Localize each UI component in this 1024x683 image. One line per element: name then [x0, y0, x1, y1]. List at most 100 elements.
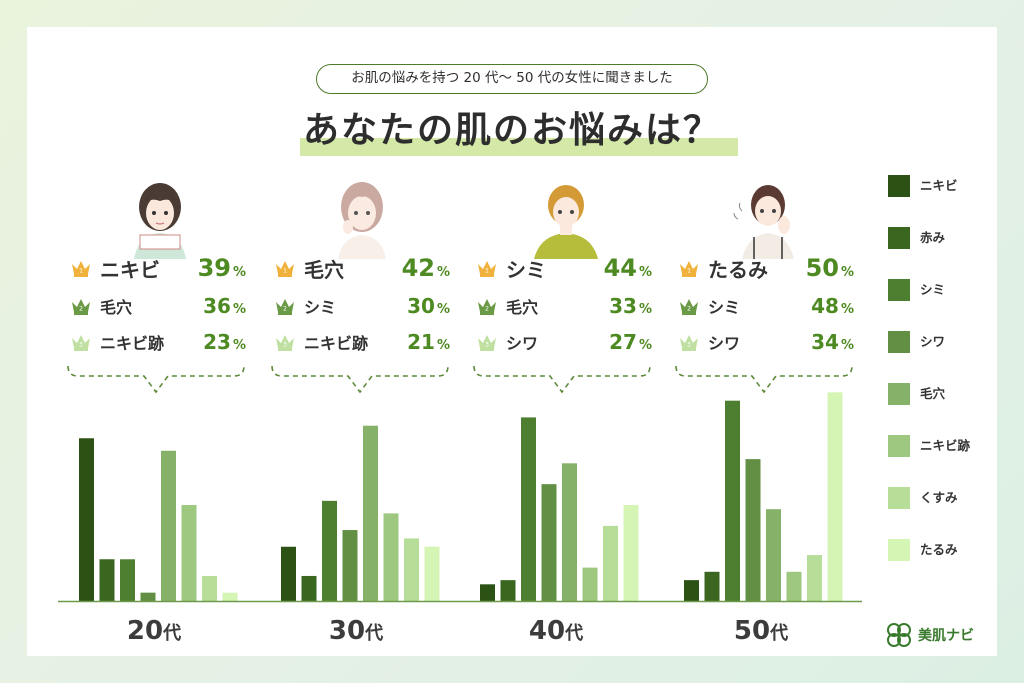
bar-毛穴 — [161, 450, 176, 601]
legend-swatch — [888, 175, 910, 197]
rank-percent: 48% — [811, 294, 854, 318]
rank-row: 3 シワ 27% — [476, 327, 652, 357]
svg-text:2: 2 — [485, 306, 489, 313]
legend-label: シミ — [920, 282, 946, 297]
crown-icon: 2 — [478, 299, 496, 315]
crown-icon: 1 — [276, 261, 294, 277]
rank-percent: 30% — [407, 294, 450, 318]
svg-text:3: 3 — [283, 342, 287, 349]
bar-赤み — [500, 580, 516, 601]
bar-ニキビ — [281, 546, 296, 601]
rank-label: シミ — [708, 298, 741, 317]
rank-percent: 39% — [197, 254, 246, 282]
legend-swatch — [888, 383, 910, 405]
bar-赤み — [99, 559, 115, 601]
rank-label: ニキビ跡 — [304, 334, 369, 353]
svg-text:2: 2 — [283, 306, 287, 313]
bar-シミ — [725, 400, 740, 601]
legend-swatch — [888, 227, 910, 249]
crown-icon: 1 — [478, 261, 496, 277]
crown-icon: 1 — [680, 261, 698, 277]
rank-label: シワ — [708, 334, 741, 353]
bar-ニキビ — [684, 580, 699, 601]
legend-label: ニキビ — [920, 178, 958, 193]
title-highlight — [300, 138, 738, 156]
bar-くすみ — [807, 555, 822, 601]
ranking-bracket — [473, 365, 651, 394]
ranking-bracket — [675, 365, 853, 394]
legend-label: たるみ — [920, 542, 958, 557]
rank-row: 2 シミ 30% — [274, 291, 450, 321]
bar-シワ — [342, 530, 358, 601]
brand-logo: 美肌ナビ — [886, 620, 996, 650]
rank-label: シミ — [506, 257, 546, 282]
rank-label: たるみ — [708, 257, 768, 282]
legend-label: 毛穴 — [920, 386, 946, 401]
rank-row: 2 シミ 48% — [678, 291, 854, 321]
bar-ニキビ跡 — [181, 505, 197, 601]
rank-label: 毛穴 — [506, 298, 539, 317]
rank-row: 2 毛穴 36% — [70, 291, 246, 321]
rank-percent: 44% — [603, 254, 652, 282]
legend-label: 赤み — [920, 230, 946, 245]
rank-row: 3 シワ 34% — [678, 327, 854, 357]
rank-percent: 36% — [203, 294, 246, 318]
rank-percent: 50% — [805, 254, 854, 282]
legend-label: くすみ — [920, 490, 958, 505]
legend-swatch — [888, 487, 910, 509]
crown-icon: 3 — [680, 335, 698, 351]
crown-icon: 1 — [72, 261, 90, 277]
crown-icon: 2 — [72, 299, 90, 315]
svg-text:3: 3 — [485, 342, 489, 349]
brand-name: 美肌ナビ — [918, 628, 974, 644]
bar-ニキビ跡 — [582, 567, 598, 601]
legend-swatch — [888, 539, 910, 561]
legend-label: シワ — [920, 334, 946, 349]
crown-icon: 3 — [276, 335, 294, 351]
bar-たるみ — [623, 505, 639, 601]
rank-row: 1 シミ 44% — [476, 253, 652, 283]
woman-20s-illustration — [134, 183, 186, 259]
legend-swatch — [888, 435, 910, 457]
bar-くすみ — [404, 538, 419, 601]
rank-percent: 34% — [811, 330, 854, 354]
bar-ニキビ跡 — [786, 571, 802, 601]
svg-text:1: 1 — [283, 268, 287, 275]
age-label: 30代 — [328, 616, 384, 646]
bar-毛穴 — [363, 425, 378, 601]
legend-label: ニキビ跡 — [920, 438, 971, 453]
bar-たるみ — [827, 392, 843, 601]
rank-label: ニキビ — [100, 257, 160, 282]
svg-text:2: 2 — [79, 306, 83, 313]
bar-ニキビ跡 — [383, 513, 399, 601]
age-label: 40代 — [528, 616, 584, 646]
svg-text:3: 3 — [687, 342, 691, 349]
survey-subtitle: お肌の悩みを持つ 20 代〜 50 代の女性に聞きました — [316, 64, 708, 94]
bar-ニキビ — [79, 438, 94, 601]
bar-シワ — [541, 484, 557, 601]
rank-row: 1 ニキビ 39% — [70, 253, 246, 283]
bar-たるみ — [424, 546, 440, 601]
crown-icon: 2 — [276, 299, 294, 315]
bar-シワ — [745, 459, 761, 601]
crown-icon: 2 — [680, 299, 698, 315]
bar-赤み — [704, 571, 720, 601]
rank-percent: 27% — [609, 330, 652, 354]
crown-icon: 3 — [72, 335, 90, 351]
rank-percent: 42% — [401, 254, 450, 282]
woman-50s-illustration — [733, 185, 794, 259]
rank-row: 1 たるみ 50% — [678, 253, 854, 283]
rank-row: 1 毛穴 42% — [274, 253, 450, 283]
rank-row: 3 ニキビ跡 23% — [70, 327, 246, 357]
bar-くすみ — [202, 575, 217, 601]
bar-シワ — [140, 592, 156, 601]
ranking-bracket — [271, 365, 449, 394]
svg-text:2: 2 — [687, 306, 691, 313]
svg-text:1: 1 — [79, 268, 83, 275]
rank-label: 毛穴 — [100, 298, 133, 317]
svg-text:1: 1 — [687, 268, 691, 275]
bar-シミ — [120, 559, 135, 601]
woman-30s-illustration — [338, 182, 386, 259]
woman-40s-illustration — [534, 185, 598, 259]
